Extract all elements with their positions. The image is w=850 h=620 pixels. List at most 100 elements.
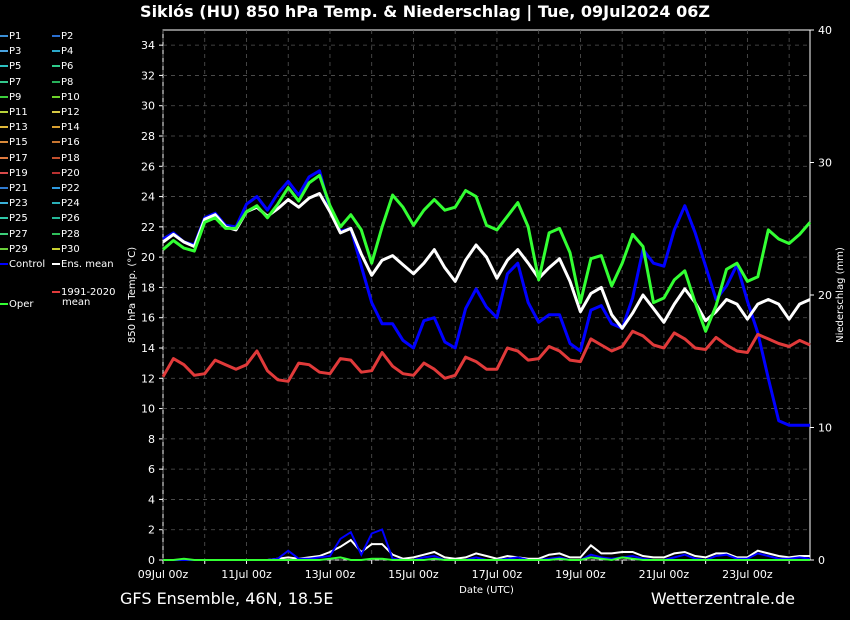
legend-swatch xyxy=(52,80,60,83)
legend-label: Control xyxy=(9,259,46,270)
legend-swatch xyxy=(52,35,60,37)
legend-label: P29 xyxy=(9,243,28,255)
legend-item-p15: P15 xyxy=(0,137,28,149)
y-tick-label: 10 xyxy=(141,403,155,416)
legend-item-p29: P29 xyxy=(0,244,28,256)
plot-frame xyxy=(162,29,811,561)
legend-item-p5: P5 xyxy=(0,61,21,73)
y-tick-label: 28 xyxy=(141,130,155,143)
legend-swatch xyxy=(52,247,60,250)
y-tick-label: 32 xyxy=(141,69,155,82)
legend-item-p24: P24 xyxy=(52,198,80,210)
legend-swatch xyxy=(52,126,60,129)
legend-label: P7 xyxy=(9,76,22,88)
legend-swatch xyxy=(52,50,60,53)
legend-swatch xyxy=(52,187,60,189)
legend-label: Oper xyxy=(9,299,34,310)
legend-label: P18 xyxy=(61,152,80,164)
y-tick-label: 2 xyxy=(148,524,155,537)
x-tick-label: 11Jul 00z xyxy=(221,568,272,581)
y2-tick-label: 30 xyxy=(818,157,832,170)
y2-tick-label: 40 xyxy=(818,24,832,37)
temp-line-control xyxy=(162,169,810,427)
y2-tick-label: 10 xyxy=(818,422,832,435)
legend-swatch xyxy=(0,171,8,174)
legend-item-p12: P12 xyxy=(52,107,80,119)
legend-item-p21: P21 xyxy=(0,183,28,195)
legend-label: P30 xyxy=(61,243,80,255)
legend-swatch xyxy=(0,187,8,189)
legend-label: P13 xyxy=(9,122,28,134)
legend-swatch xyxy=(0,141,8,144)
legend-label: mean xyxy=(62,297,91,308)
temp-line-1991-2020-mean xyxy=(161,329,811,383)
y2-axis-label: Niederschlag (mm) xyxy=(835,247,846,343)
legend-item-climate-mean-2: mean xyxy=(52,297,90,309)
legend-label: P6 xyxy=(61,61,74,73)
legend-label: P2 xyxy=(61,31,74,42)
legend-label: P11 xyxy=(9,107,28,118)
x-tick-label: 13Jul 00z xyxy=(305,568,356,581)
legend-item-p16: P16 xyxy=(52,137,80,149)
legend-label: P15 xyxy=(9,137,28,149)
legend-label: P25 xyxy=(9,213,28,225)
legend-swatch xyxy=(0,263,8,265)
legend-item-p22: P22 xyxy=(52,183,80,195)
y2-tick-label: 20 xyxy=(818,289,832,302)
y-tick-label: 18 xyxy=(141,281,155,294)
y-tick-label: 22 xyxy=(141,221,155,234)
temp-line-oper xyxy=(162,173,812,333)
legend-item-ens-mean: Ens. mean xyxy=(52,259,114,271)
y-tick-label: 6 xyxy=(148,463,155,476)
y2-tick-label: 0 xyxy=(818,554,825,567)
legend-item-oper: Oper xyxy=(0,299,33,311)
legend-swatch xyxy=(0,156,8,159)
legend-swatch xyxy=(52,217,60,220)
legend-label: P12 xyxy=(61,107,80,118)
legend-item-p19: P19 xyxy=(0,168,28,180)
legend-swatch xyxy=(52,95,60,98)
legend-item-p30: P30 xyxy=(52,244,80,256)
legend-swatch xyxy=(52,111,60,113)
legend-label: P17 xyxy=(9,152,28,164)
legend-item-p4: P4 xyxy=(52,46,73,58)
model-info: GFS Ensemble, 46N, 18.5E xyxy=(120,589,334,608)
y-tick-label: 0 xyxy=(148,554,155,567)
y-tick-label: 20 xyxy=(141,251,155,264)
legend-item-control: Control xyxy=(0,259,45,271)
legend-label: P5 xyxy=(9,61,22,73)
legend-swatch xyxy=(0,50,8,53)
legend-item-p7: P7 xyxy=(0,77,21,89)
chart-title: Siklós (HU) 850 hPa Temp. & Niederschlag… xyxy=(140,2,710,21)
legend-swatch xyxy=(0,232,8,235)
y-tick-label: 16 xyxy=(141,312,155,325)
legend-swatch xyxy=(52,65,60,68)
source-credit: Wetterzentrale.de xyxy=(650,589,795,608)
legend-label: P28 xyxy=(61,228,80,240)
legend-swatch xyxy=(52,156,60,159)
legend-label: P19 xyxy=(9,167,28,179)
legend-label: 1991-2020 xyxy=(61,287,116,298)
legend-item-p17: P17 xyxy=(0,153,28,165)
legend-item-p25: P25 xyxy=(0,213,28,225)
legend-label: P3 xyxy=(9,46,22,58)
y-tick-label: 34 xyxy=(141,39,155,52)
legend-item-p20: P20 xyxy=(52,168,80,180)
legend-item-p14: P14 xyxy=(52,122,80,134)
legend-swatch xyxy=(0,202,8,205)
legend: P1 P2 P3 P4 P5 P6 P7 P8 P9 P10 P11 P12 P13 P14 P15 P16 P… xyxy=(0,31,140,321)
legend-swatch xyxy=(0,80,8,83)
y-tick-label: 4 xyxy=(148,493,155,506)
x-tick-label: 19Jul 00z xyxy=(555,568,606,581)
y-tick-label: 8 xyxy=(148,433,155,446)
legend-item-p27: P27 xyxy=(0,229,28,241)
legend-label: P24 xyxy=(61,198,80,210)
x-tick-label: 23Jul 00z xyxy=(722,568,773,581)
legend-item-p26: P26 xyxy=(52,213,80,225)
legend-item-climate-mean: 1991-2020 xyxy=(52,287,116,299)
legend-item-p18: P18 xyxy=(52,153,80,165)
legend-item-p23: P23 xyxy=(0,198,28,210)
legend-item-p9: P9 xyxy=(0,92,21,104)
legend-item-p28: P28 xyxy=(52,229,80,241)
